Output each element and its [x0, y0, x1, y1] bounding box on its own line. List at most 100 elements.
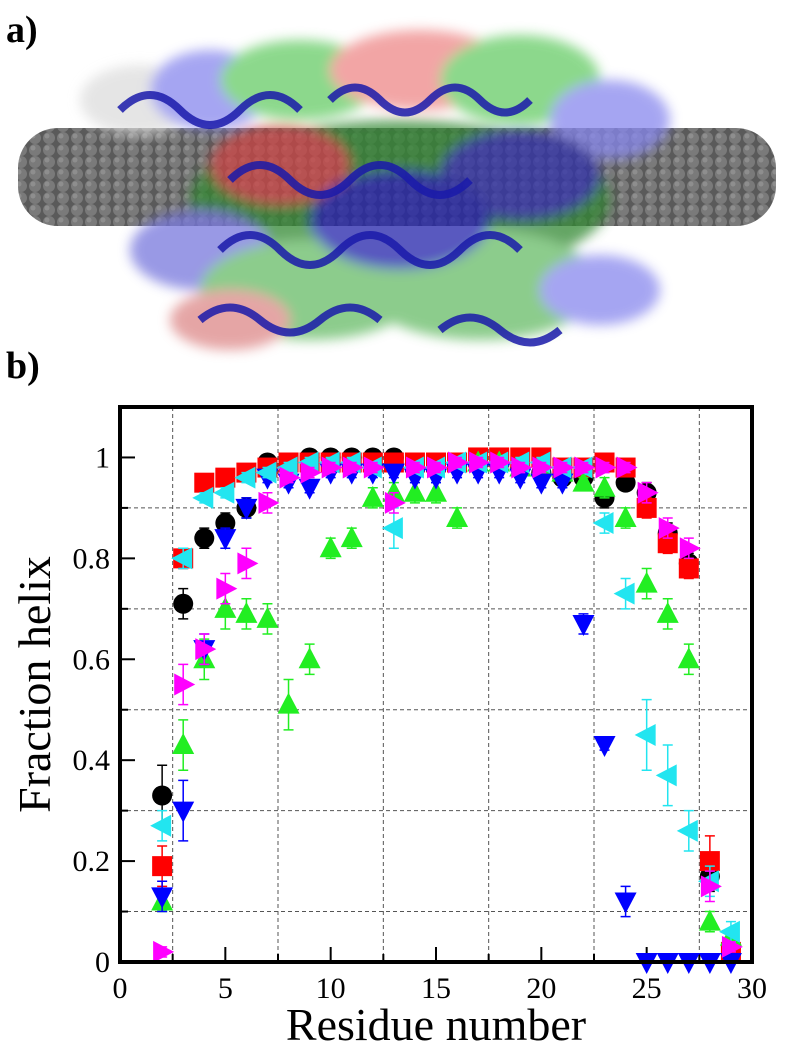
marker [448, 451, 470, 474]
marker [551, 473, 574, 495]
marker [616, 456, 638, 479]
marker [174, 673, 196, 696]
y-tick-label: 0.2 [73, 845, 111, 878]
marker [319, 536, 342, 558]
marker [656, 601, 679, 623]
marker [614, 506, 637, 527]
marker [574, 456, 596, 479]
x-tick-label: 5 [218, 972, 233, 1005]
marker [553, 456, 575, 479]
marker [340, 526, 363, 548]
marker [235, 498, 258, 520]
marker [153, 940, 175, 963]
marker [234, 466, 256, 489]
marker [258, 491, 280, 514]
y-tick-label: 1 [95, 441, 110, 474]
marker [150, 814, 172, 837]
x-axis-label: Residue number [286, 999, 586, 1050]
marker [572, 470, 595, 492]
marker [592, 512, 614, 535]
marker [151, 887, 174, 909]
marker [172, 733, 195, 755]
marker [593, 475, 616, 497]
marker [213, 481, 235, 504]
marker [425, 480, 447, 502]
marker [255, 461, 277, 484]
marker [277, 692, 300, 714]
marker [511, 456, 533, 479]
marker [215, 467, 236, 488]
marker [195, 638, 217, 661]
marker [637, 481, 659, 504]
marker [173, 593, 194, 614]
marker [613, 582, 635, 605]
marker [214, 529, 237, 551]
marker [679, 537, 701, 560]
marker [655, 764, 677, 787]
marker [321, 456, 343, 479]
marker [721, 935, 743, 958]
marker [342, 456, 364, 479]
x-tick-label: 0 [113, 972, 128, 1005]
plot: 0 5 10 15 20 25 30 0 0.2 0.4 0.6 0.8 1 Residue number… [9, 405, 767, 1050]
marker [171, 547, 193, 570]
panel-label: b) [6, 345, 40, 387]
x-tick-label: 15 [421, 972, 451, 1005]
marker [614, 892, 637, 914]
y-tick-label: 0 [95, 946, 110, 979]
marker [384, 491, 406, 514]
marker [298, 478, 321, 500]
marker [595, 456, 617, 479]
marker [469, 451, 491, 474]
marker [300, 461, 322, 484]
marker [700, 875, 722, 898]
molecular-image [18, 30, 776, 350]
marker [446, 506, 469, 527]
marker [718, 920, 740, 943]
marker [658, 517, 680, 540]
x-tick-label: 20 [526, 972, 556, 1005]
marker [532, 456, 554, 479]
marker [194, 472, 215, 493]
marker [152, 785, 173, 806]
marker [405, 456, 427, 479]
marker [678, 558, 699, 579]
marker [235, 601, 258, 623]
marker [593, 736, 616, 758]
marker [152, 856, 173, 877]
marker [214, 596, 237, 618]
panel-label: a) [6, 9, 38, 51]
marker [530, 473, 553, 495]
marker [382, 463, 405, 485]
marker [635, 571, 658, 593]
marker [192, 486, 214, 509]
marker [237, 552, 259, 575]
marker [572, 614, 595, 636]
marker [194, 528, 215, 549]
marker [216, 577, 238, 600]
marker [615, 472, 636, 493]
y-tick-label: 0.6 [73, 643, 111, 676]
marker [698, 909, 721, 931]
marker [634, 723, 656, 746]
x-tick-label: 30 [737, 972, 767, 1005]
marker [677, 647, 700, 669]
marker [279, 466, 301, 489]
marker [403, 480, 426, 502]
marker [490, 451, 512, 474]
marker [427, 456, 448, 479]
marker [172, 801, 195, 823]
marker [298, 647, 321, 669]
y-tick-label: 0.4 [73, 744, 111, 777]
marker [361, 485, 384, 507]
marker [256, 606, 279, 628]
marker [381, 517, 403, 540]
x-tick-label: 10 [316, 972, 346, 1005]
y-tick-label: 0.8 [73, 542, 111, 575]
marker [363, 456, 385, 479]
x-tick-label: 25 [632, 972, 662, 1005]
plot-frame [118, 405, 754, 964]
y-axis-label: Fraction helix [9, 556, 60, 813]
marker [676, 819, 698, 842]
